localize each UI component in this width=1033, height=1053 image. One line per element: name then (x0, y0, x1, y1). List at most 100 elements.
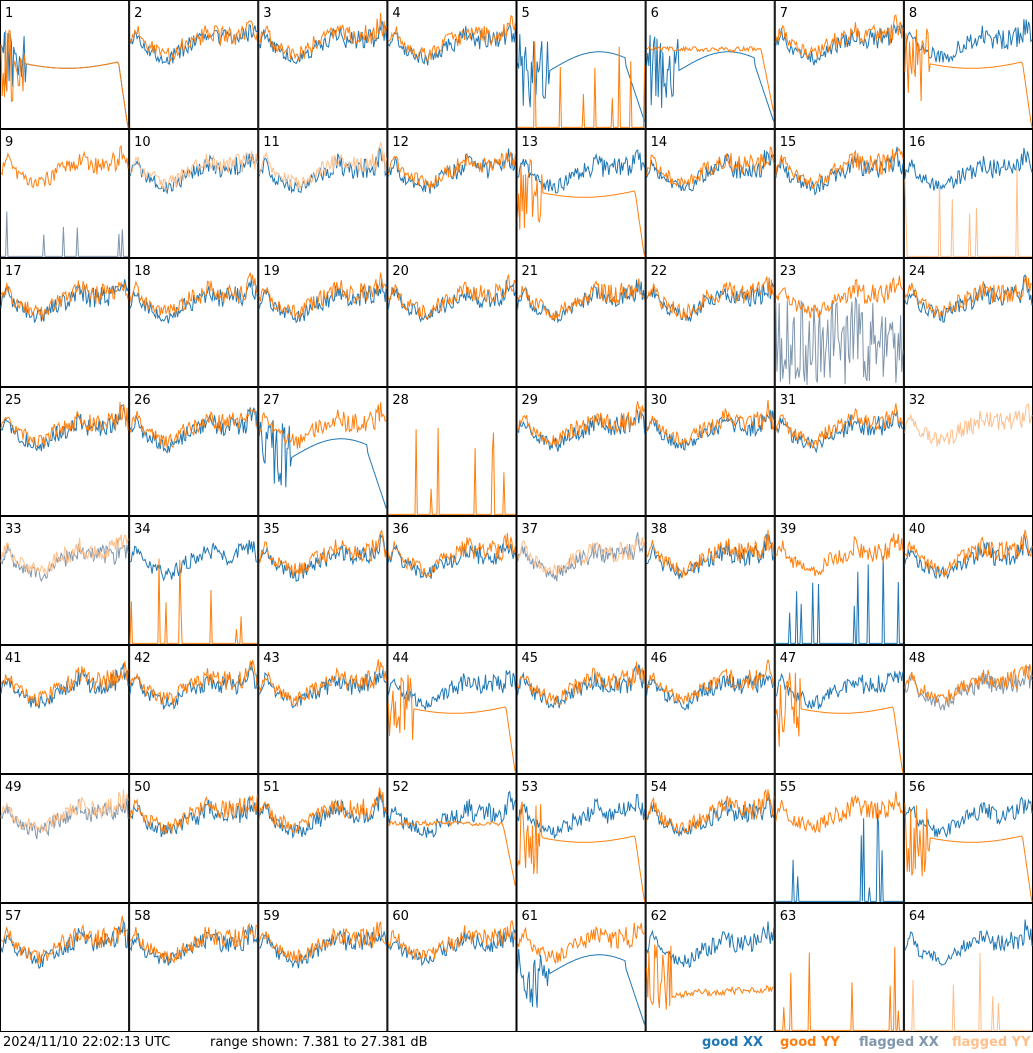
panel-label: 34 (134, 522, 151, 537)
panel-4: 4 (387, 0, 517, 129)
series-yy-panel-50 (129, 795, 258, 835)
panel-frame (516, 645, 646, 774)
panel-frame (258, 387, 388, 516)
panel-frame (903, 516, 1033, 645)
panel-frame (903, 0, 1033, 129)
legend-good-yy: good YY (780, 1035, 840, 1050)
series-yy-panel-19 (258, 272, 387, 320)
footer-bar: 2024/11/10 22:02:13 UTC range shown: 7.3… (0, 1032, 1033, 1053)
panel-label: 22 (651, 264, 668, 279)
series-yy-panel-36 (387, 533, 516, 578)
panel-47: 47 (774, 645, 904, 774)
panel-17: 17 (0, 258, 130, 387)
panel-62: 62 (645, 903, 775, 1032)
panel-53: 53 (516, 774, 646, 903)
panel-61: 61 (516, 903, 646, 1032)
series-yy-panel-47 (775, 672, 904, 773)
series-yy-panel-41 (0, 661, 129, 707)
panel-label: 41 (5, 651, 22, 666)
panel-frame (903, 903, 1033, 1032)
panel-64: 64 (903, 903, 1033, 1032)
series-xx-panel-29 (517, 408, 646, 452)
panel-frame (258, 0, 388, 129)
panel-frame (258, 645, 388, 774)
panel-frame (516, 516, 646, 645)
legend-flagged-yy: flagged YY (952, 1035, 1031, 1050)
series-yy-panel-61 (517, 922, 645, 965)
series-yy-panel-53 (517, 801, 646, 902)
panel-44: 44 (387, 645, 517, 774)
panel-frame (0, 774, 130, 903)
series-yy-panel-1 (0, 29, 129, 128)
panel-frame (774, 774, 904, 903)
panel-label: 50 (134, 780, 151, 795)
series-yy-panel-20 (387, 274, 516, 320)
panel-60: 60 (387, 903, 517, 1032)
series-yy-panel-24 (904, 275, 1033, 319)
panel-23: 23 (774, 258, 904, 387)
series-yy-panel-18 (129, 272, 258, 316)
series-xx-panel-55 (775, 813, 903, 902)
series-yy-panel-28 (388, 427, 516, 515)
series-yy-panel-60 (387, 919, 516, 961)
panel-label: 47 (780, 651, 797, 666)
panel-7: 7 (774, 0, 904, 129)
series-yy-panel-52 (388, 818, 516, 887)
series-xx-panel-16 (904, 147, 1033, 191)
series-yy-panel-34 (129, 558, 258, 644)
panel-43: 43 (258, 645, 388, 774)
panel-label: 40 (909, 522, 926, 537)
panel-frame (0, 0, 130, 129)
panel-frame (645, 387, 775, 516)
series-yy-panel-26 (129, 408, 258, 449)
series-xx-panel-9 (1, 211, 129, 257)
panel-frame (516, 258, 646, 387)
panel-51: 51 (258, 774, 388, 903)
panel-label: 28 (392, 393, 409, 408)
panel-label: 9 (5, 135, 13, 150)
series-yy-panel-11 (258, 141, 387, 191)
panel-frame (129, 774, 259, 903)
panel-label: 21 (522, 264, 539, 279)
panel-20: 20 (387, 258, 517, 387)
panel-label: 45 (522, 651, 539, 666)
series-xx-panel-26 (129, 407, 258, 454)
series-yy-panel-25 (0, 402, 129, 448)
panel-label: 31 (780, 393, 797, 408)
panel-label: 35 (263, 522, 280, 537)
series-yy-panel-21 (517, 278, 646, 321)
panel-46: 46 (645, 645, 775, 774)
series-yy-panel-15 (775, 147, 904, 190)
panel-label: 8 (909, 6, 917, 21)
panel-frame (0, 258, 130, 387)
series-xx-panel-6 (646, 34, 775, 122)
panel-label: 58 (134, 909, 151, 924)
panel-label: 15 (780, 135, 797, 150)
series-xx-panel-17 (0, 279, 129, 323)
panel-label: 6 (651, 6, 659, 21)
panel-label: 56 (909, 780, 926, 795)
panel-frame (258, 774, 388, 903)
series-yy-panel-2 (129, 20, 258, 62)
series-xx-panel-34 (129, 539, 258, 582)
series-yy-panel-37 (517, 537, 646, 576)
panel-label: 25 (5, 393, 22, 408)
series-xx-panel-40 (904, 534, 1033, 580)
series-yy-panel-31 (775, 403, 904, 450)
panel-label: 64 (909, 909, 926, 924)
panel-frame (645, 0, 775, 129)
panel-label: 38 (651, 522, 668, 537)
panel-14: 14 (645, 129, 775, 258)
series-yy-panel-27 (258, 402, 387, 449)
panel-25: 25 (0, 387, 130, 516)
series-yy-panel-35 (258, 529, 387, 577)
panel-label: 13 (522, 135, 539, 150)
panel-frame (774, 387, 904, 516)
panel-frame (645, 774, 775, 903)
panel-frame (258, 258, 388, 387)
series-yy-panel-16 (904, 169, 1032, 257)
panel-label: 54 (651, 780, 668, 795)
legend-good-xx: good XX (702, 1035, 764, 1050)
panel-frame (129, 645, 259, 774)
